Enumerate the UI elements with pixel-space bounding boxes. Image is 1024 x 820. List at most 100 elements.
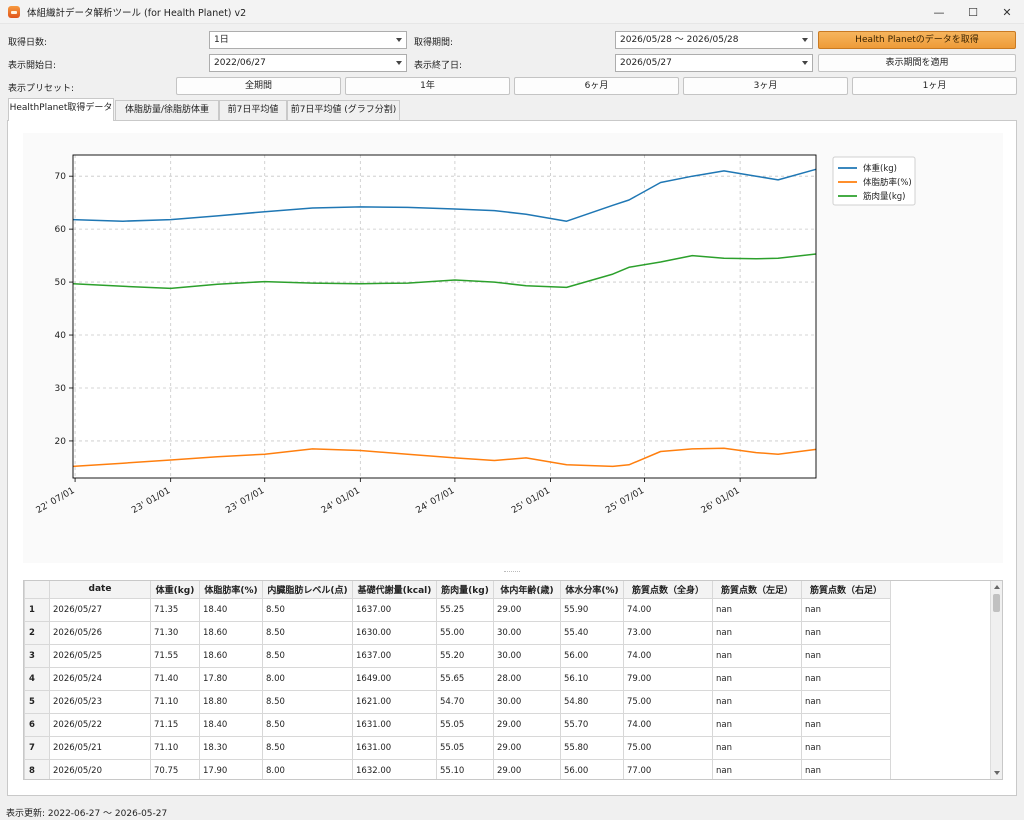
preset-1year-button[interactable]: 1年 (345, 77, 510, 95)
x-tick-label: 24' 07/01 (414, 486, 456, 516)
table-cell: 77.00 (623, 758, 713, 779)
table-cell: 74.00 (623, 712, 713, 737)
end-date-select[interactable]: 2026/05/27 (615, 54, 813, 72)
preset-label: 表示プリセット: (8, 84, 75, 94)
table-row[interactable]: 1 2026/05/27 71.35 18.40 8.50 1637.00 55.25 29.… (24, 597, 891, 622)
header-water-rate[interactable]: 体水分率(%) (560, 581, 624, 599)
table-cell: 8.50 (262, 643, 353, 668)
legend-box (832, 156, 916, 206)
scroll-thumb[interactable] (993, 594, 1000, 612)
scroll-down-icon[interactable] (994, 771, 1000, 775)
period-label: 取得期間: (414, 38, 454, 48)
table-cell: 17.80 (199, 666, 263, 691)
table-cell: 18.60 (199, 620, 263, 645)
table-cell: 2026/05/25 (49, 643, 151, 668)
table-cell: 55.90 (560, 597, 624, 622)
start-date-label: 表示開始日: (8, 61, 57, 71)
table-cell: 1649.00 (352, 666, 437, 691)
maximize-button[interactable]: ☐ (968, 5, 978, 19)
preset-6months-button[interactable]: 6ヶ月 (514, 77, 679, 95)
table-cell: 8.50 (262, 712, 353, 737)
days-select[interactable]: 1日 (209, 31, 407, 49)
table-cell: 56.00 (560, 758, 624, 779)
table-cell: 73.00 (623, 620, 713, 645)
chevron-down-icon (802, 38, 808, 42)
row-number: 8 (24, 758, 50, 779)
table-cell: 30.00 (493, 620, 561, 645)
table-cell: 30.00 (493, 643, 561, 668)
header-muscle-quality-left[interactable]: 筋質点数（左足） (712, 581, 802, 599)
header-visceral-fat[interactable]: 内臓脂肪レベル(点) (262, 581, 353, 599)
preset-all-button[interactable]: 全期間 (176, 77, 341, 95)
data-table: date 体重(kg) 体脂肪率(%) 内臓脂肪レベル(点) 基礎代謝量(kca… (24, 581, 891, 779)
table-header-row: date 体重(kg) 体脂肪率(%) 内臓脂肪レベル(点) 基礎代謝量(kca… (24, 581, 891, 599)
tab-healthplanet-data[interactable]: HealthPlanet取得データ (8, 98, 114, 121)
table-cell: 74.00 (623, 597, 713, 622)
splitter-handle[interactable] (504, 571, 520, 573)
row-number: 5 (24, 689, 50, 714)
table-cell: 8.50 (262, 620, 353, 645)
table-cell: nan (712, 758, 802, 779)
header-weight[interactable]: 体重(kg) (150, 581, 200, 599)
table-cell: 54.80 (560, 689, 624, 714)
table-cell: 8.50 (262, 735, 353, 760)
close-button[interactable]: ✕ (1002, 5, 1012, 19)
line-chart: 20 30 40 50 60 70 22' 07/01 23' 01/01 23' 07/01 2… (35, 154, 916, 516)
table-cell: 1631.00 (352, 735, 437, 760)
table-cell: 8.00 (262, 666, 353, 691)
minimize-button[interactable]: — (933, 5, 945, 19)
header-date[interactable]: date (49, 581, 151, 599)
table-cell: 74.00 (623, 643, 713, 668)
table-cell: 70.75 (150, 758, 200, 779)
table-cell: nan (712, 620, 802, 645)
status-bar: 表示更新: 2022-06-27 〜 2026-05-27 (6, 809, 168, 819)
table-row[interactable]: 5 2026/05/23 71.10 18.80 8.50 1621.00 54.70 30.… (24, 689, 891, 714)
table-row[interactable]: 7 2026/05/21 71.10 18.30 8.50 1631.00 55.05 29.… (24, 735, 891, 760)
fetch-data-button[interactable]: Health Planetのデータを取得 (818, 31, 1016, 49)
days-label: 取得日数: (8, 38, 48, 48)
x-tick-label: 24' 01/01 (320, 486, 362, 516)
scroll-up-icon[interactable] (994, 585, 1000, 589)
y-tick-label: 60 (55, 225, 67, 235)
table-cell: nan (712, 643, 802, 668)
table-row[interactable]: 3 2026/05/25 71.55 18.60 8.50 1637.00 55.20 30.… (24, 643, 891, 668)
apply-period-button[interactable]: 表示期間を適用 (818, 54, 1016, 72)
chart-area: 20 30 40 50 60 70 22' 07/01 23' 01/01 23' 07/01 2… (23, 133, 1003, 563)
table-cell: 54.70 (436, 689, 494, 714)
table-row[interactable]: 8 2026/05/20 70.75 17.90 8.00 1632.00 55.10 29.… (24, 758, 891, 779)
table-cell: 8.50 (262, 597, 353, 622)
y-tick-label: 70 (55, 172, 67, 182)
series-line (72, 168, 817, 222)
tab-7day-average-split[interactable]: 前7日平均値 (グラフ分割) (287, 100, 400, 120)
tab-7day-average[interactable]: 前7日平均値 (219, 100, 287, 120)
table-cell: 8.50 (262, 689, 353, 714)
table-cell: 1637.00 (352, 643, 437, 668)
header-basal-metabolism[interactable]: 基礎代謝量(kcal) (352, 581, 437, 599)
table-cell: 18.40 (199, 597, 263, 622)
table-row[interactable]: 4 2026/05/24 71.40 17.80 8.00 1649.00 55.65 28.… (24, 666, 891, 691)
header-corner (24, 581, 50, 599)
header-fat-rate[interactable]: 体脂肪率(%) (199, 581, 263, 599)
header-muscle[interactable]: 筋肉量(kg) (436, 581, 494, 599)
table-row[interactable]: 6 2026/05/22 71.15 18.40 8.50 1631.00 55.05 29.… (24, 712, 891, 737)
header-muscle-quality-total[interactable]: 筋質点数（全身） (623, 581, 713, 599)
tab-fat-mass[interactable]: 体脂肪量/徐脂肪体重 (115, 100, 219, 120)
row-number: 6 (24, 712, 50, 737)
table-cell: 71.35 (150, 597, 200, 622)
table-cell: 2026/05/21 (49, 735, 151, 760)
chevron-down-icon (802, 61, 808, 65)
header-body-age[interactable]: 体内年齢(歳) (493, 581, 561, 599)
header-muscle-quality-right[interactable]: 筋質点数（右足） (801, 581, 891, 599)
table-cell: 55.00 (436, 620, 494, 645)
period-select[interactable]: 2026/05/28 〜 2026/05/28 (615, 31, 813, 49)
preset-3months-button[interactable]: 3ヶ月 (683, 77, 848, 95)
start-date-select[interactable]: 2022/06/27 (209, 54, 407, 72)
table-cell: nan (712, 689, 802, 714)
table-row[interactable]: 2 2026/05/26 71.30 18.60 8.50 1630.00 55.00 30.… (24, 620, 891, 645)
table-cell: 75.00 (623, 735, 713, 760)
table-cell: 71.30 (150, 620, 200, 645)
vertical-scrollbar[interactable] (990, 581, 1002, 779)
y-tick-label: 20 (55, 437, 67, 447)
preset-1month-button[interactable]: 1ヶ月 (852, 77, 1017, 95)
table-cell: 2026/05/24 (49, 666, 151, 691)
